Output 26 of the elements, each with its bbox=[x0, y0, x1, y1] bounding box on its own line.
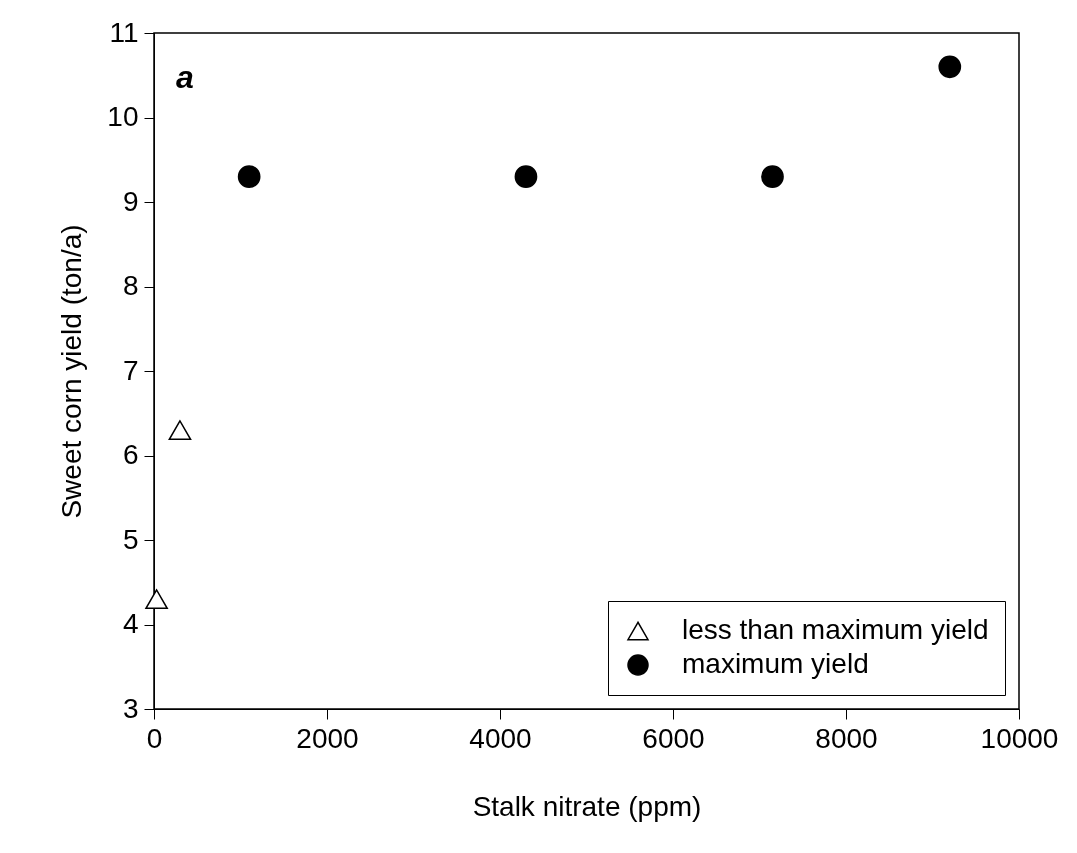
point bbox=[514, 165, 538, 188]
x-tick-label: 6000 bbox=[642, 722, 705, 754]
legend-label: maximum yield bbox=[682, 648, 869, 679]
x-tick-label: 0 bbox=[146, 722, 163, 754]
y-tick-label: 7 bbox=[122, 354, 139, 386]
x-tick-label: 2000 bbox=[296, 722, 359, 754]
y-tick-label: 3 bbox=[122, 692, 139, 724]
y-tick-label: 4 bbox=[122, 608, 139, 639]
x-tick-label: 10000 bbox=[980, 722, 1059, 754]
y-tick-label: 5 bbox=[122, 523, 139, 555]
y-tick-label: 8 bbox=[122, 270, 139, 301]
point bbox=[761, 165, 784, 188]
y-tick-label: 11 bbox=[109, 16, 139, 48]
legend-label: less than maximum yield bbox=[682, 614, 989, 645]
y-tick-label: 10 bbox=[107, 101, 139, 132]
x-axis-title: Stalk nitrate (ppm) bbox=[472, 790, 702, 822]
point bbox=[938, 55, 962, 79]
x-tick-label: 8000 bbox=[815, 722, 878, 754]
y-tick-label: 9 bbox=[122, 185, 139, 217]
y-axis-title: Sweet corn yield (ton/a) bbox=[56, 224, 88, 519]
point bbox=[145, 589, 168, 610]
x-tick-label: 4000 bbox=[469, 722, 532, 754]
point bbox=[237, 165, 261, 188]
point bbox=[168, 420, 192, 441]
y-tick-label: 6 bbox=[122, 439, 139, 470]
annotation: a bbox=[176, 59, 194, 95]
